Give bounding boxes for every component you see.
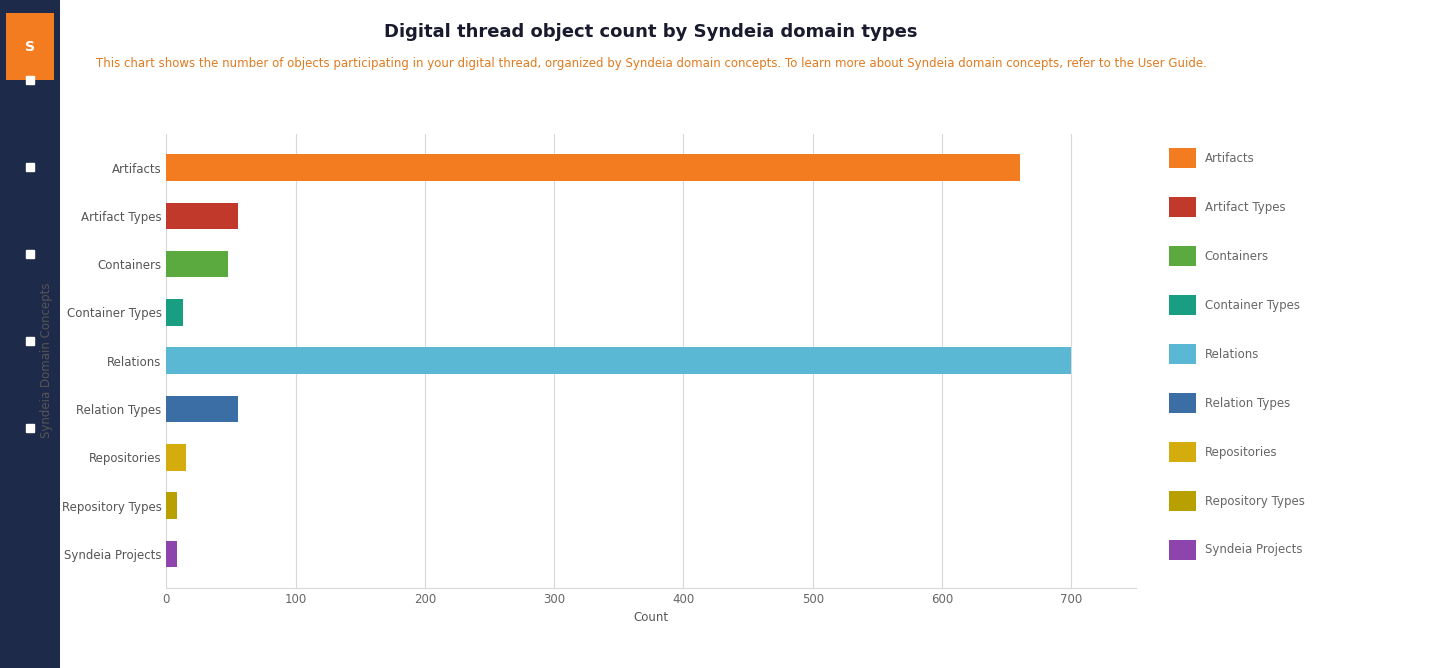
Bar (1169, 197, 1197, 217)
Bar (1169, 442, 1197, 462)
Text: This chart shows the number of objects participating in your digital thread, org: This chart shows the number of objects p… (96, 57, 1207, 69)
Bar (166, 395, 237, 422)
Bar (1169, 295, 1197, 315)
Y-axis label: Syndeia Domain Concepts: Syndeia Domain Concepts (41, 283, 54, 438)
Text: Digital thread object count by Syndeia domain types: Digital thread object count by Syndeia d… (385, 23, 917, 41)
Text: Artifacts: Artifacts (1205, 152, 1255, 164)
Bar (1169, 540, 1197, 560)
Text: Relations: Relations (1205, 347, 1259, 361)
Bar (166, 154, 1020, 181)
Text: Syndeia Projects: Syndeia Projects (1205, 544, 1302, 556)
Bar (1169, 246, 1197, 266)
Bar (1169, 148, 1197, 168)
Text: Repositories: Repositories (1205, 446, 1278, 458)
Text: S: S (25, 40, 35, 53)
Bar (166, 202, 237, 229)
Bar (166, 347, 1071, 374)
Text: Containers: Containers (1205, 250, 1269, 263)
Bar (166, 299, 184, 326)
Bar (1169, 393, 1197, 413)
Bar (1169, 491, 1197, 511)
Text: Relation Types: Relation Types (1205, 397, 1289, 409)
Text: Container Types: Container Types (1205, 299, 1299, 311)
Bar (166, 444, 185, 470)
Bar (166, 492, 177, 519)
Text: Artifact Types: Artifact Types (1205, 200, 1285, 214)
Text: Repository Types: Repository Types (1205, 494, 1305, 508)
X-axis label: Count: Count (634, 611, 669, 625)
Bar (166, 251, 229, 277)
Bar (166, 540, 177, 567)
Bar (1169, 344, 1197, 364)
